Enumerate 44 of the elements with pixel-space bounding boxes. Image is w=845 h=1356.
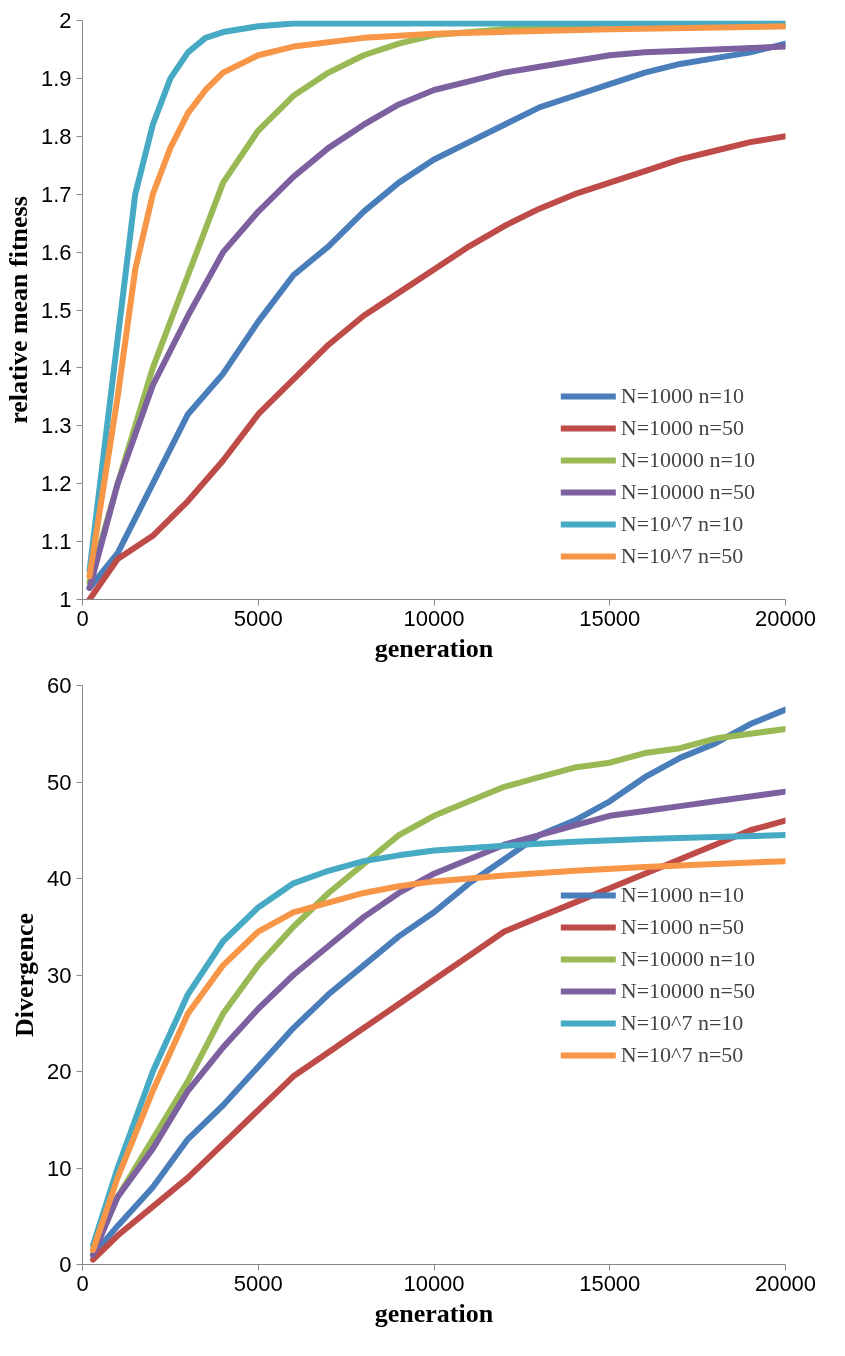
y-tick-label: 1.6 <box>40 239 72 265</box>
x-tick-label: 5000 <box>233 1270 283 1296</box>
legend-label: N=10^7 n=50 <box>620 543 744 569</box>
x-axis-title: generation <box>374 633 494 663</box>
legend-label: N=10^7 n=10 <box>620 1009 744 1036</box>
y-tick-label: 0 <box>59 1252 72 1277</box>
legend-label: N=1000 n=10 <box>620 383 744 409</box>
y-tick-label: 1.8 <box>40 123 72 149</box>
y-tick-label: 1.1 <box>40 529 72 555</box>
y-tick-label: 1.9 <box>40 65 72 91</box>
x-tick-label: 10000 <box>403 605 465 631</box>
x-tick-label: 10000 <box>403 1270 465 1296</box>
x-tick-label: 15000 <box>579 1270 641 1296</box>
legend-label: N=1000 n=50 <box>620 913 744 940</box>
y-tick-label: 20 <box>47 1059 72 1084</box>
x-tick-label: 5000 <box>233 605 283 631</box>
x-tick-label: 20000 <box>754 1270 817 1296</box>
legend-label: N=10000 n=10 <box>620 447 755 473</box>
y-axis-title: relative mean fitness <box>3 196 33 424</box>
x-tick-label: 20000 <box>754 605 817 631</box>
legend-label: N=10^7 n=50 <box>620 1041 744 1068</box>
legend-label: N=10^7 n=10 <box>620 511 744 537</box>
x-tick-label: 0 <box>76 1270 89 1296</box>
x-axis-title: generation <box>374 1298 494 1328</box>
y-tick-label: 1.2 <box>40 471 72 497</box>
y-tick-label: 40 <box>47 866 72 891</box>
legend-label: N=10000 n=10 <box>620 945 755 972</box>
y-tick-label: 60 <box>47 673 72 698</box>
x-tick-label: 15000 <box>579 605 641 631</box>
legend-label: N=10000 n=50 <box>620 977 755 1004</box>
y-tick-label: 1.3 <box>40 413 72 439</box>
y-tick-label: 1.5 <box>40 297 72 323</box>
y-tick-label: 2 <box>59 8 72 33</box>
legend-label: N=10000 n=50 <box>620 479 755 505</box>
y-axis-title: Divergence <box>10 912 40 1038</box>
y-tick-label: 50 <box>47 769 72 795</box>
y-tick-label: 30 <box>47 962 72 988</box>
y-tick-label: 1 <box>59 587 72 612</box>
y-tick-label: 10 <box>47 1155 72 1181</box>
legend-label: N=1000 n=10 <box>620 881 744 908</box>
x-tick-label: 0 <box>76 605 89 631</box>
legend-label: N=1000 n=50 <box>620 415 744 441</box>
y-tick-label: 1.7 <box>40 181 72 207</box>
y-tick-label: 1.4 <box>40 355 72 381</box>
